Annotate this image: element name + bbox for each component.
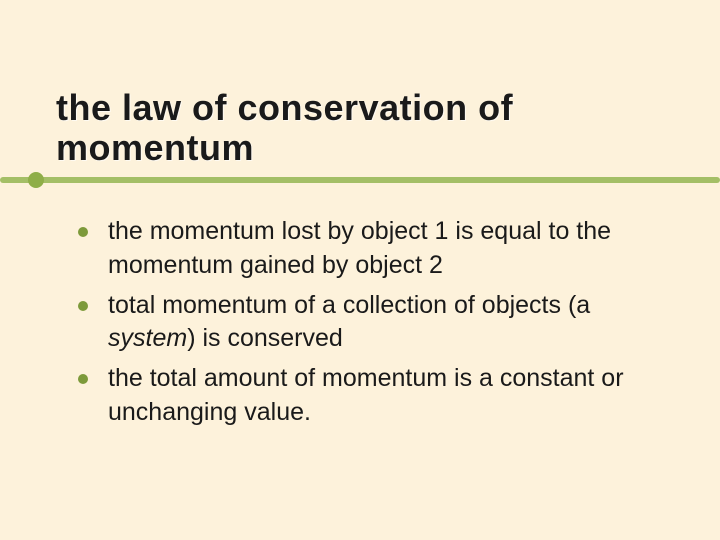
bullet-italic: system (108, 324, 187, 352)
title-underline (56, 173, 664, 187)
list-item: total momentum of a collection of object… (108, 289, 664, 357)
slide: the law of conservation of momentum the … (0, 0, 720, 540)
underline-dot-icon (28, 172, 44, 188)
bullet-text: the momentum lost by object 1 is equal t… (108, 217, 611, 279)
bullet-text: the total amount of momentum is a consta… (108, 364, 624, 426)
bullet-text-post: ) is conserved (187, 324, 343, 352)
bullet-text: total momentum of a collection of object… (108, 291, 590, 319)
slide-title: the law of conservation of momentum (56, 88, 664, 167)
underline-bar (0, 177, 720, 183)
list-item: the total amount of momentum is a consta… (108, 362, 664, 430)
list-item: the momentum lost by object 1 is equal t… (108, 215, 664, 283)
bullet-list: the momentum lost by object 1 is equal t… (56, 215, 664, 430)
